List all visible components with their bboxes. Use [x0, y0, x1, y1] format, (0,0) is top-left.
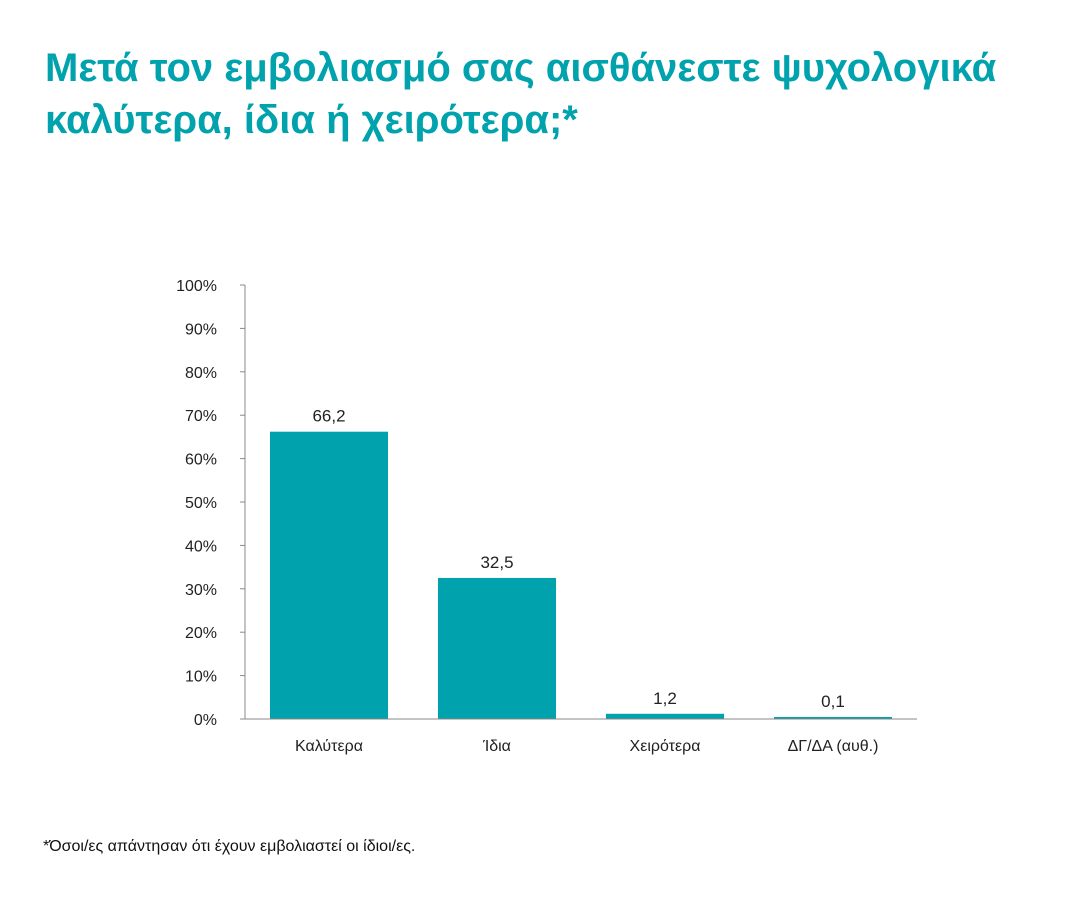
y-tick-label: 60%: [185, 452, 217, 469]
y-tick-label: 70%: [185, 408, 217, 425]
bar: [270, 431, 388, 719]
y-axis-ticks: 0% 10% 20% 30% 40% 50% 60% 70% 80% 90% 100%: [176, 278, 245, 729]
y-tick-label: 0%: [194, 712, 217, 729]
x-tick-label: Καλύτερα: [295, 738, 363, 755]
y-tick-label: 20%: [185, 625, 217, 642]
data-label: 66,2: [312, 407, 345, 426]
bars: 66,2 32,5 1,2 0,1: [270, 407, 892, 719]
x-tick-label: ΔΓ/ΔΑ (αυθ.): [788, 738, 879, 755]
y-tick-label: 50%: [185, 495, 217, 512]
x-axis-labels: Καλύτερα Ίδια Χειρότερα ΔΓ/ΔΑ (αυθ.): [295, 738, 878, 755]
y-tick-label: 90%: [185, 321, 217, 338]
y-tick-label: 40%: [185, 538, 217, 555]
y-tick-label: 30%: [185, 582, 217, 599]
x-tick-label: Χειρότερα: [630, 738, 701, 755]
y-tick-label: 10%: [185, 669, 217, 686]
x-tick-label: Ίδια: [482, 738, 511, 755]
y-tick-label: 100%: [176, 278, 217, 295]
y-tick-label: 80%: [185, 365, 217, 382]
data-label: 0,1: [821, 692, 845, 711]
bar: [438, 577, 556, 719]
data-label: 32,5: [480, 553, 513, 572]
bar: [774, 717, 892, 719]
data-label: 1,2: [653, 689, 677, 708]
bar: [606, 713, 724, 719]
chart-title: Μετά τον εμβολιασμό σας αισθάνεστε ψυχολ…: [45, 46, 997, 142]
footnote: *Όσοι/ες απάντησαν ότι έχουν εμβολιαστεί…: [43, 838, 416, 855]
